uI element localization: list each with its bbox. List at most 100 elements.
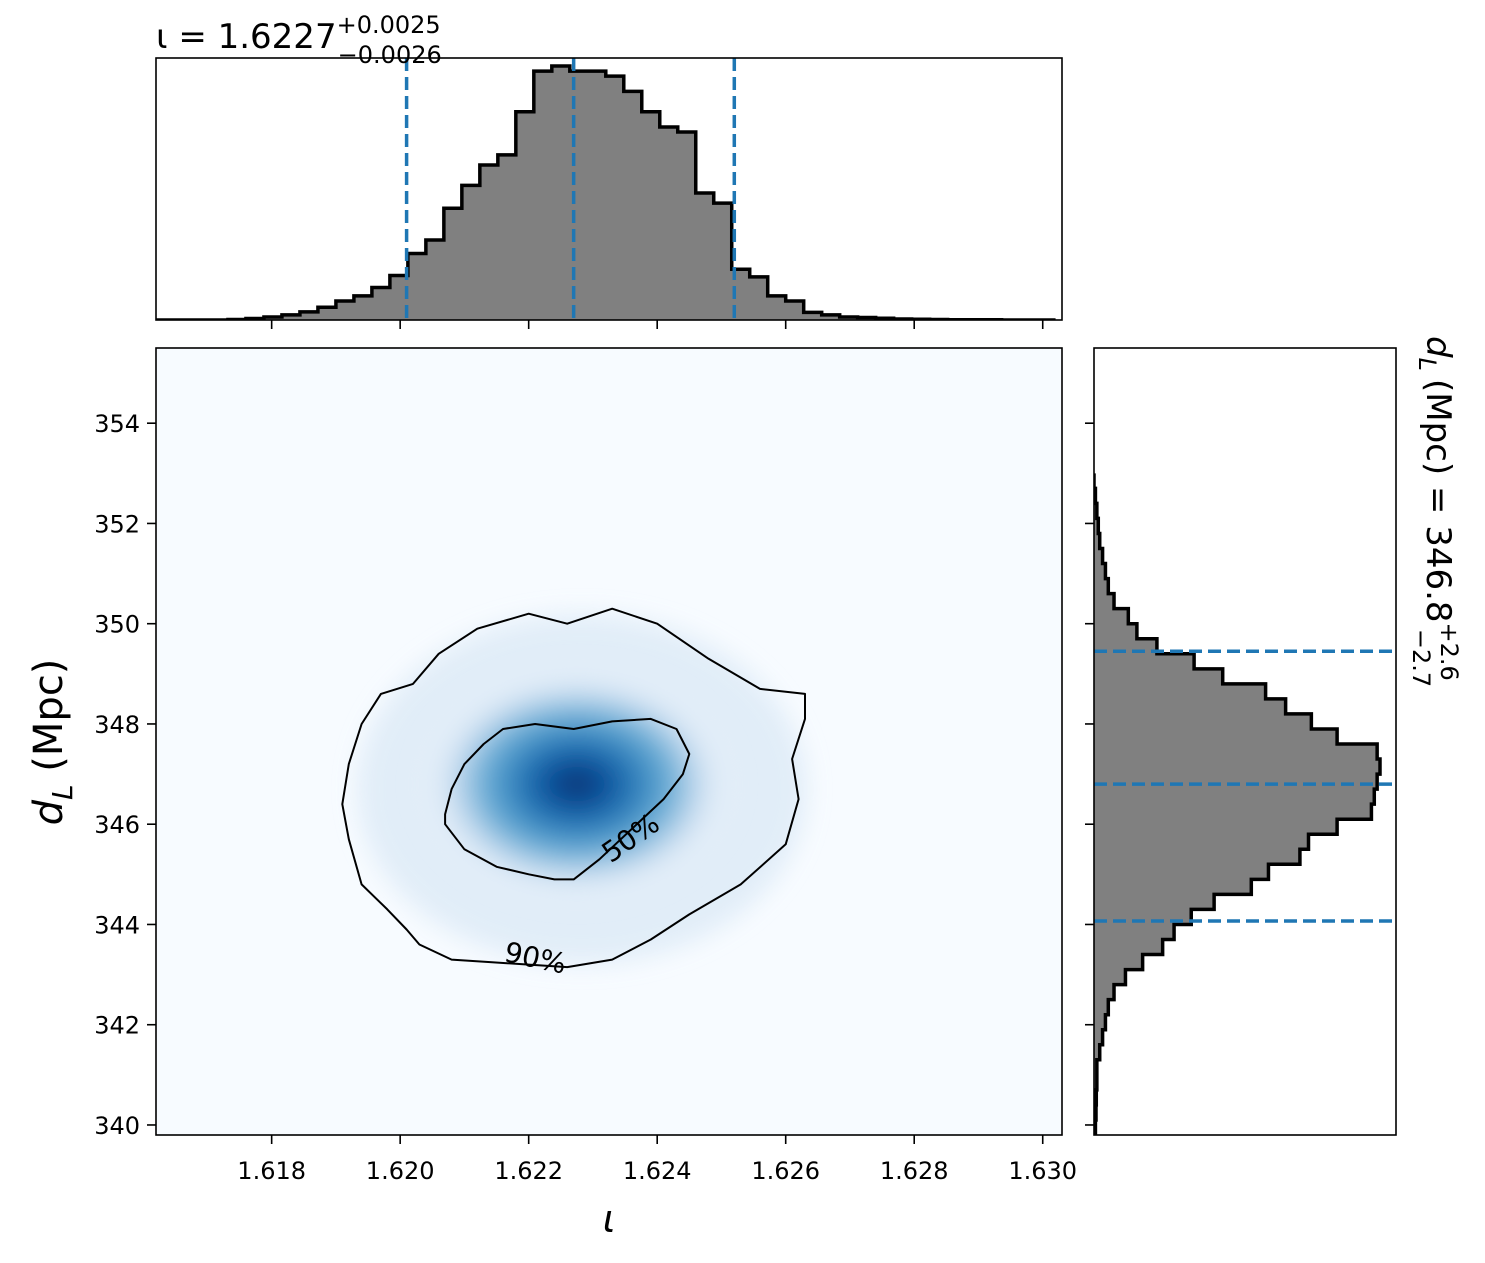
y-tick-label: 340 [94, 1112, 140, 1140]
right-hist-bar [1094, 984, 1115, 1001]
right-hist-bar [1094, 698, 1286, 715]
right-hist-bar [1094, 653, 1195, 670]
right-hist-bar [1094, 1029, 1103, 1046]
y-tick-label: 354 [94, 410, 140, 438]
right-hist-bar [1094, 668, 1223, 685]
y-param-title-sup: +2.6 [1435, 623, 1463, 681]
y-param-title-sub: −2.7 [1407, 629, 1435, 687]
x-tick-label: 1.618 [237, 1157, 306, 1185]
top-hist-bar [605, 76, 625, 320]
right-hist-bar [1094, 744, 1378, 760]
x-tick-label: 1.626 [751, 1157, 820, 1185]
right-hist-bar [1094, 683, 1266, 700]
right-hist-bar [1094, 879, 1252, 895]
top-hist-bar [821, 314, 841, 320]
top-hist-bar [443, 208, 463, 320]
y-axis-label-main: d [26, 799, 72, 825]
contour-90pct [341, 607, 806, 969]
top-hist-bar [479, 165, 499, 320]
top-hist-bar [389, 275, 409, 320]
y-tick-label: 344 [94, 911, 140, 939]
right-hist-bar [1094, 924, 1175, 940]
top-hist-bar [497, 154, 517, 320]
right-hist-bar [1094, 789, 1375, 805]
x-tick-label: 1.628 [880, 1157, 949, 1185]
right-hist-bar [1094, 518, 1099, 534]
top-quantile-lines [404, 58, 737, 320]
right-hist-bar [1094, 593, 1115, 610]
top-hist-bar [803, 312, 823, 320]
top-hist-bar [533, 71, 553, 320]
density-2d-image [356, 614, 807, 965]
y-param-title: dL (Mpc) = 346.8+2.6−2.7 [1407, 336, 1463, 687]
top-hist-bar [677, 132, 697, 320]
top-hist-bar [623, 91, 643, 320]
top-hist-bar [713, 203, 733, 320]
top-hist-bar [749, 276, 769, 320]
top-histogram-ticks [270, 320, 1044, 329]
top-hist-bar [515, 111, 535, 320]
x-param-title-sup: +0.0025 [337, 11, 441, 39]
top-hist-bar [551, 66, 571, 320]
right-hist-bar [1094, 864, 1269, 880]
top-histogram-panel: ι = 1.6227+0.0025 −0.0026 [155, 11, 1063, 329]
y-axis-label-sub: L [46, 784, 79, 800]
density-2d-frame [155, 347, 1063, 1136]
right-histogram-ticks [1085, 422, 1094, 1126]
right-hist-outline [1094, 473, 1382, 1135]
top-hist-bar [587, 71, 607, 320]
y-param-title-d: d [1418, 336, 1458, 358]
density-core [416, 666, 737, 903]
top-hist-bar [371, 287, 391, 320]
top-histogram-bars [156, 64, 1056, 320]
top-hist-bar [299, 311, 319, 320]
contour-50pct [444, 717, 691, 881]
x-param-title-main: ι = 1.6227 [156, 17, 337, 57]
right-hist-bar [1094, 819, 1338, 835]
top-hist-bar [335, 300, 355, 320]
right-quantile-lines [1094, 649, 1396, 923]
right-hist-bar [1094, 759, 1380, 775]
top-hist-bar [353, 295, 373, 320]
x-tick-label: 1.622 [494, 1157, 563, 1185]
top-hist-bar [659, 126, 679, 320]
right-hist-bar [1094, 1044, 1100, 1061]
x-axis-ticks: 1.618 1.620 1.622 1.624 1.626 1.628 1.630 [237, 1135, 1077, 1185]
x-param-title-sub: −0.0026 [338, 41, 442, 69]
right-hist-bar [1094, 608, 1129, 625]
top-hist-bar [407, 253, 427, 320]
top-histogram-frame [155, 57, 1063, 321]
top-hist-bar [641, 111, 661, 320]
top-hist-bar [731, 269, 751, 320]
y-axis-label: dL (Mpc) [26, 659, 79, 826]
top-hist-bar [785, 300, 805, 320]
y-tick-label: 348 [94, 711, 140, 739]
top-hist-bar [281, 314, 301, 320]
right-hist-bar [1094, 804, 1372, 820]
y-param-title-L: L [1413, 358, 1441, 371]
x-param-title: ι = 1.6227+0.0025 −0.0026 [156, 11, 442, 69]
y-tick-label: 352 [94, 510, 140, 538]
top-hist-bar [461, 185, 481, 320]
top-hist-outline [156, 64, 1056, 320]
right-hist-bar [1094, 999, 1109, 1016]
right-hist-bar [1094, 954, 1143, 970]
y-axis-ticks: 340 342 344 346 348 350 352 354 [94, 410, 156, 1140]
y-tick-label: 342 [94, 1012, 140, 1040]
y-tick-label: 350 [94, 611, 140, 639]
right-hist-bar [1094, 969, 1126, 986]
right-hist-bar [1094, 894, 1215, 910]
top-hist-bar [317, 307, 337, 320]
x-tick-label: 1.624 [623, 1157, 692, 1185]
right-hist-bar [1094, 1014, 1106, 1031]
density-2d-panel: 50%90% 1.618 1.620 1.622 1.624 1.626 1.628 1.6… [26, 347, 1077, 1241]
top-hist-bar [767, 295, 787, 320]
right-hist-bar [1094, 728, 1338, 745]
y-tick-label: 346 [94, 811, 140, 839]
y-param-title-main: (Mpc) = 346.8 [1418, 379, 1458, 623]
x-tick-label: 1.620 [366, 1157, 435, 1185]
y-axis-label-unit: (Mpc) [26, 659, 72, 785]
top-hist-bar [425, 239, 445, 320]
right-hist-bar [1094, 533, 1100, 549]
right-hist-bar [1094, 834, 1309, 850]
